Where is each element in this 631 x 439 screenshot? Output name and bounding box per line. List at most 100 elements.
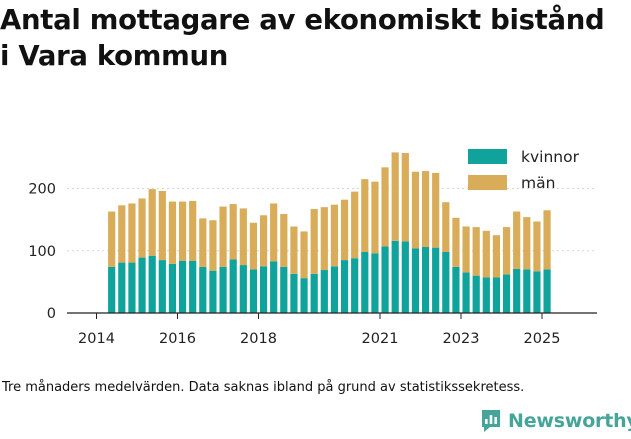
bar-kvinnor bbox=[533, 271, 541, 313]
bar-man bbox=[361, 179, 369, 252]
bar-kvinnor bbox=[270, 261, 278, 313]
legend-swatch bbox=[468, 175, 507, 190]
bar-man bbox=[270, 203, 278, 262]
y-tick-label: 200 bbox=[28, 182, 56, 198]
bar-man bbox=[158, 190, 166, 261]
bar-kvinnor bbox=[249, 269, 258, 313]
x-tick-label: 2014 bbox=[78, 331, 115, 347]
bar-kvinnor bbox=[381, 246, 389, 313]
legend-label: kvinnor bbox=[521, 148, 580, 166]
bar-man bbox=[320, 207, 328, 271]
bar-man bbox=[371, 181, 379, 254]
bar-kvinnor bbox=[523, 269, 531, 313]
bar-man bbox=[462, 226, 470, 273]
bar-man bbox=[189, 200, 197, 261]
x-axis-ticks: 2014 2016 2018 2021 2023 2025 bbox=[78, 313, 560, 347]
bar-kvinnor bbox=[513, 268, 521, 313]
bar-man bbox=[219, 206, 227, 267]
chart-title-line1: Antal mottagare av ekonomiskt bistånd bbox=[0, 4, 605, 36]
bar-man bbox=[411, 171, 420, 249]
bar-kvinnor bbox=[371, 253, 379, 313]
legend: kvinnor män bbox=[468, 148, 580, 192]
bar-man bbox=[391, 152, 399, 241]
bar-kvinnor bbox=[138, 257, 146, 313]
bar-man bbox=[340, 199, 349, 261]
bar-kvinnor bbox=[290, 273, 298, 313]
bar-man bbox=[108, 211, 116, 267]
bar-kvinnor bbox=[340, 260, 349, 313]
y-tick-label: 100 bbox=[28, 244, 56, 260]
bar-kvinnor bbox=[158, 260, 166, 313]
bar-kvinnor bbox=[492, 277, 501, 313]
bar-man bbox=[401, 153, 409, 242]
bar-kvinnor bbox=[239, 265, 247, 313]
bar-man bbox=[492, 235, 501, 278]
bar-man bbox=[199, 218, 207, 267]
bar-man bbox=[452, 217, 460, 267]
legend-label: män bbox=[521, 174, 555, 192]
bar-kvinnor bbox=[462, 272, 470, 313]
bar-man bbox=[128, 203, 136, 263]
x-tick-label: 2025 bbox=[524, 331, 561, 347]
bar-kvinnor bbox=[452, 266, 460, 313]
bar-kvinnor bbox=[320, 270, 328, 313]
bar-man bbox=[300, 231, 308, 279]
bar-man bbox=[209, 220, 217, 271]
bar-kvinnor bbox=[199, 266, 207, 313]
bar-man bbox=[533, 221, 541, 272]
chart-title: Antal mottagare av ekonomiskt bistånd i … bbox=[0, 2, 631, 74]
bar-kvinnor bbox=[118, 262, 126, 313]
bar-kvinnor bbox=[401, 241, 409, 313]
bar-kvinnor bbox=[361, 251, 369, 313]
bar-man bbox=[290, 226, 298, 274]
bar-kvinnor bbox=[310, 273, 318, 313]
bar-kvinnor bbox=[543, 269, 551, 313]
bar-man bbox=[381, 167, 389, 247]
bar-kvinnor bbox=[178, 260, 187, 313]
y-axis-ticks: 0 100 200 bbox=[28, 182, 56, 323]
bar-chart-logo-icon bbox=[482, 410, 500, 432]
bar-kvinnor bbox=[259, 266, 268, 313]
bar-kvinnor bbox=[502, 274, 511, 313]
bar-man bbox=[351, 191, 359, 259]
bar-man bbox=[330, 204, 339, 267]
bar-kvinnor bbox=[432, 247, 440, 313]
bar-kvinnor bbox=[421, 247, 430, 313]
bar-man bbox=[249, 222, 258, 270]
chart-title-line2: i Vara kommun bbox=[0, 40, 229, 72]
bar-man bbox=[259, 215, 268, 267]
bar-kvinnor bbox=[300, 278, 308, 313]
bar-kvinnor bbox=[391, 240, 399, 313]
bars bbox=[108, 152, 551, 313]
bar-man bbox=[310, 209, 318, 274]
bar-man bbox=[239, 208, 247, 266]
x-tick-label: 2016 bbox=[159, 331, 196, 347]
bar-kvinnor bbox=[351, 258, 359, 313]
x-tick-label: 2021 bbox=[362, 331, 399, 347]
bar-man bbox=[472, 227, 480, 276]
bar-kvinnor bbox=[330, 266, 339, 313]
bar-man bbox=[482, 230, 490, 278]
stacked-bar-chart: 0 100 200 2014 2016 2018 2021 2023 2025 kvinnor… bbox=[28, 148, 597, 347]
bar-kvinnor bbox=[442, 251, 450, 313]
bar-kvinnor bbox=[411, 248, 420, 313]
bar-kvinnor bbox=[482, 277, 490, 313]
newsworthy-brand[interactable]: Newsworthy bbox=[480, 407, 631, 435]
footnote: Tre månaders medelvärden. Data saknas ib… bbox=[2, 380, 525, 395]
bar-man bbox=[229, 204, 237, 260]
bar-man bbox=[442, 202, 450, 252]
y-tick-label: 0 bbox=[47, 306, 56, 322]
bar-kvinnor bbox=[148, 255, 156, 313]
bar-kvinnor bbox=[189, 260, 197, 313]
bar-man bbox=[168, 201, 177, 264]
bar-kvinnor bbox=[108, 266, 116, 313]
bar-man bbox=[432, 172, 440, 248]
legend-swatch bbox=[468, 149, 507, 164]
bar-man bbox=[421, 171, 430, 248]
bar-man bbox=[543, 210, 551, 270]
bar-man bbox=[280, 214, 288, 267]
bar-kvinnor bbox=[219, 266, 227, 313]
bar-man bbox=[138, 198, 146, 258]
bar-kvinnor bbox=[128, 262, 136, 313]
bar-man bbox=[502, 227, 511, 275]
